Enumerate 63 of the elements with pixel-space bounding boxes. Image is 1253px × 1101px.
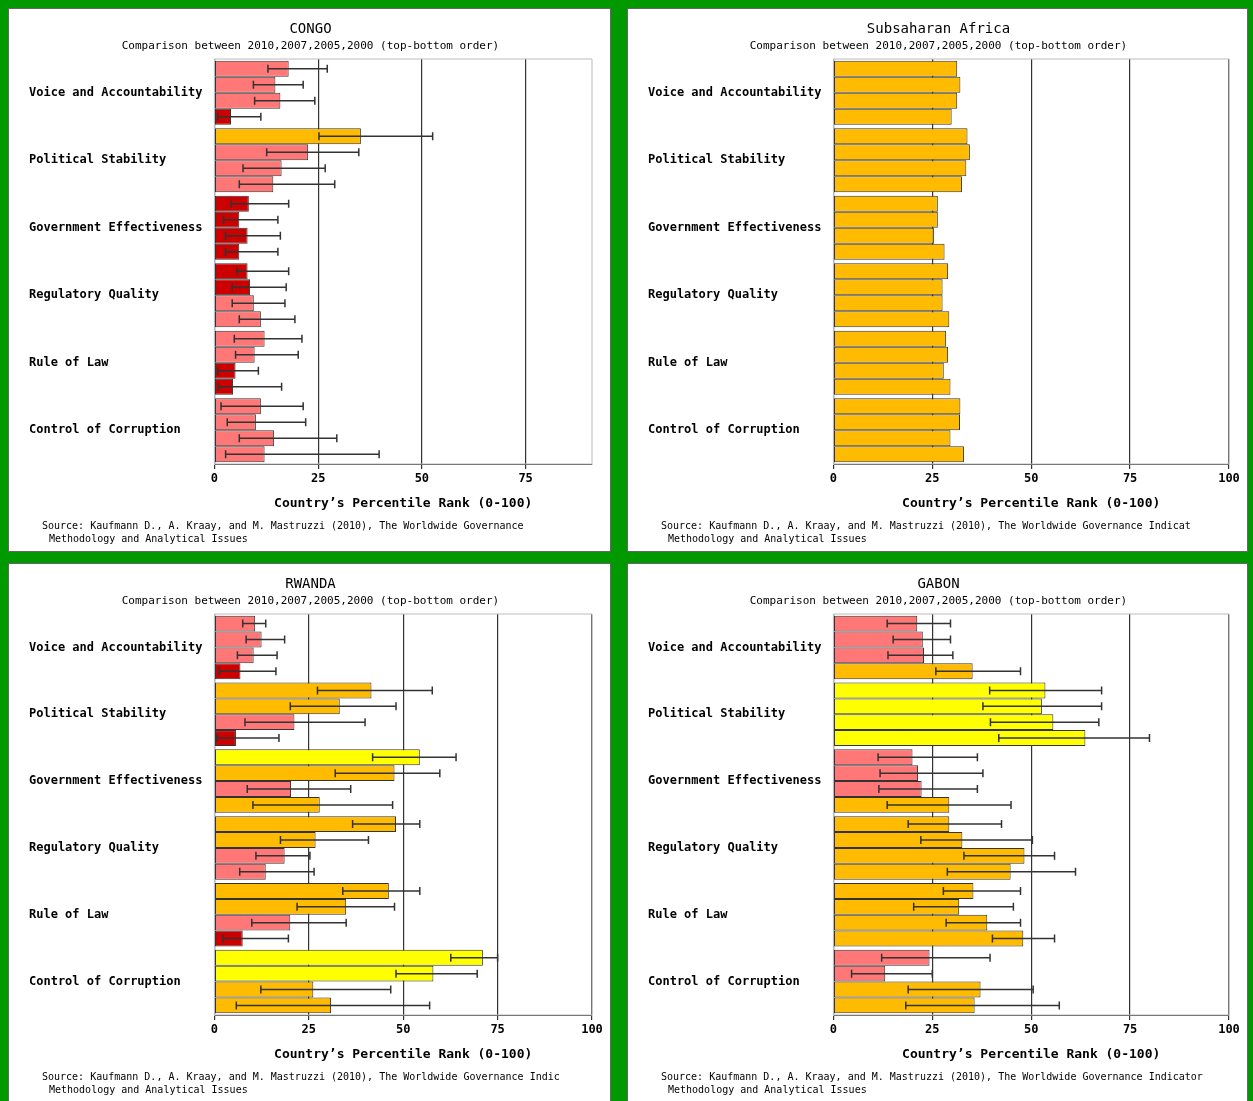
x-tick-label: 75 [518,471,533,486]
y-tick-label: Voice and Accountability [29,84,203,99]
y-tick-label: Rule of Law [648,906,729,921]
y-tick-label: Regulatory Quality [29,287,160,302]
text: Methodology and Analytical Issues [668,533,867,544]
y-tick-label: Rule of Law [29,354,110,369]
y-tick-label: Voice and Accountability [29,639,203,654]
y-tick-label: Control of Corruption [648,422,800,437]
y-tick-label: Voice and Accountability [648,639,822,654]
y-tick-label: Political Stability [29,706,167,721]
x-tick-label: 0 [829,471,838,486]
text: Methodology and Analytical Issues [668,1084,867,1095]
x-tick-label: 25 [301,1022,317,1037]
x-tick-label: 75 [1122,471,1138,486]
x-tick-label: 100 [1218,1022,1240,1037]
x-axis-title: Country’s Percentile Rank (0-100) [274,494,533,510]
chart-title: GABON [917,575,960,592]
y-tick-label: Political Stability [648,706,786,721]
text: Methodology and Analytical Issues [49,1084,248,1095]
y-tick-label: Regulatory Quality [29,840,160,855]
y-tick-label: Government Effectiveness [648,219,822,234]
chart-title: Subsaharan Africa [866,20,1011,37]
x-tick-label: 0 [210,1022,219,1037]
y-tick-label: Control of Corruption [29,973,181,988]
y-tick-label: Control of Corruption [648,973,800,988]
y-tick-label: Control of Corruption [29,422,181,437]
chart-subtitle: Comparison between 2010,2007,2005,2000 (top-bottom order) [121,39,500,53]
y-tick-label: Government Effectiveness [648,773,822,788]
x-tick-label: 0 [210,471,219,486]
x-axis-title: Country’s Percentile Rank (0-100) [902,1045,1161,1061]
x-tick-label: 25 [310,471,326,486]
x-tick-label: 100 [581,1022,603,1037]
source-note: Source: Kaufmann D., A. Kraay, and M. Mastruzzi (2010), The Worldwide Governance Indic [42,1071,560,1082]
chart-title: CONGO [289,20,332,37]
source-note: Source: Kaufmann D., A. Kraay, and M. Mastruzzi (2010), The Worldwide Governance Indicator [661,1071,1203,1082]
y-tick-label: Government Effectiveness [29,219,203,234]
x-tick-label: 0 [829,1022,838,1037]
x-tick-label: 25 [925,471,940,486]
chart-title: RWANDA [285,575,337,592]
x-tick-label: 50 [395,1022,411,1037]
y-tick-label: Voice and Accountability [648,84,822,99]
x-tick-label: 25 [925,1022,940,1037]
y-tick-label: Government Effectiveness [29,773,203,788]
text: Methodology and Analytical Issues [49,533,248,544]
y-tick-label: Regulatory Quality [648,287,779,302]
chart-subtitle: Comparison between 2010,2007,2005,2000 (top-bottom order) [121,594,500,608]
x-tick-label: 50 [414,471,430,486]
source-note: Source: Kaufmann D., A. Kraay, and M. Mastruzzi (2010), The Worldwide Governance Indicat [661,520,1191,531]
y-tick-label: Rule of Law [29,906,110,921]
x-tick-label: 100 [1218,471,1240,486]
y-tick-label: Regulatory Quality [648,840,779,855]
x-axis-title: Country’s Percentile Rank (0-100) [902,494,1161,510]
chart-subtitle: Comparison between 2010,2007,2005,2000 (top-bottom order) [749,39,1128,53]
chart-subtitle: Comparison between 2010,2007,2005,2000 (top-bottom order) [749,594,1128,608]
y-tick-label: Political Stability [648,152,786,167]
source-note: Source: Kaufmann D., A. Kraay, and M. Mastruzzi (2010), The Worldwide Governance [42,520,524,531]
y-tick-label: Political Stability [29,152,167,167]
x-tick-label: 50 [1023,1022,1039,1037]
x-tick-label: 50 [1023,471,1039,486]
x-tick-label: 75 [490,1022,505,1037]
x-axis-title: Country’s Percentile Rank (0-100) [274,1045,533,1061]
y-tick-label: Rule of Law [648,354,729,369]
x-tick-label: 75 [1122,1022,1138,1037]
